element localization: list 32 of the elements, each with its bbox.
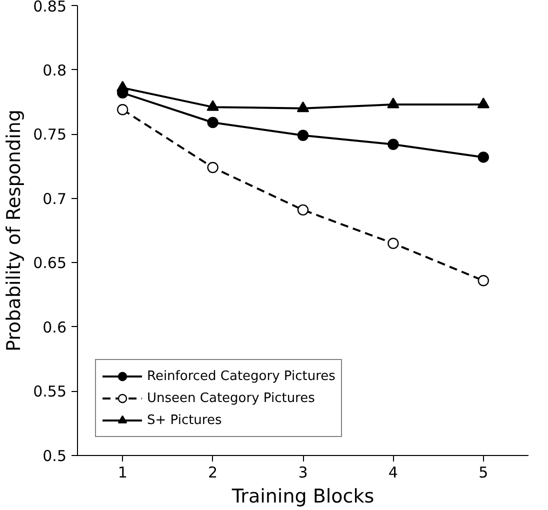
point xyxy=(206,100,219,111)
point xyxy=(207,116,218,128)
y-tick-label: 0.85 xyxy=(33,0,67,16)
x-axis-title: Training Blocks xyxy=(230,486,374,508)
point xyxy=(297,204,309,216)
point xyxy=(207,162,218,174)
legend-label: S+ Pictures xyxy=(147,412,222,428)
y-tick-label: 0.5 xyxy=(42,447,67,465)
y-tick-label: 0.7 xyxy=(42,190,67,208)
legend-label: Unseen Category Pictures xyxy=(147,390,315,406)
point xyxy=(387,98,400,108)
x-tick-label: 3 xyxy=(298,464,308,482)
point xyxy=(117,104,128,116)
y-tick-label: 0.65 xyxy=(33,254,67,272)
y-tick-label: 0.75 xyxy=(33,126,67,144)
point xyxy=(297,130,309,141)
point xyxy=(116,80,129,92)
point xyxy=(388,238,399,249)
point xyxy=(478,275,489,286)
y-tick-label: 0.55 xyxy=(33,382,67,401)
x-tick-label: 5 xyxy=(478,464,488,482)
point xyxy=(388,138,399,150)
y-tick-label: 0.8 xyxy=(42,61,67,80)
y-tick-label: 0.6 xyxy=(42,318,67,336)
x-tick-label: 1 xyxy=(118,464,128,482)
x-tick-label: 2 xyxy=(208,464,218,482)
point xyxy=(296,101,310,112)
point xyxy=(477,98,490,108)
y-axis-title: Probability of Responding xyxy=(3,110,26,352)
legend-label: Reinforced Category Pictures xyxy=(147,368,336,384)
x-tick-label: 4 xyxy=(388,464,398,482)
point xyxy=(478,152,489,163)
